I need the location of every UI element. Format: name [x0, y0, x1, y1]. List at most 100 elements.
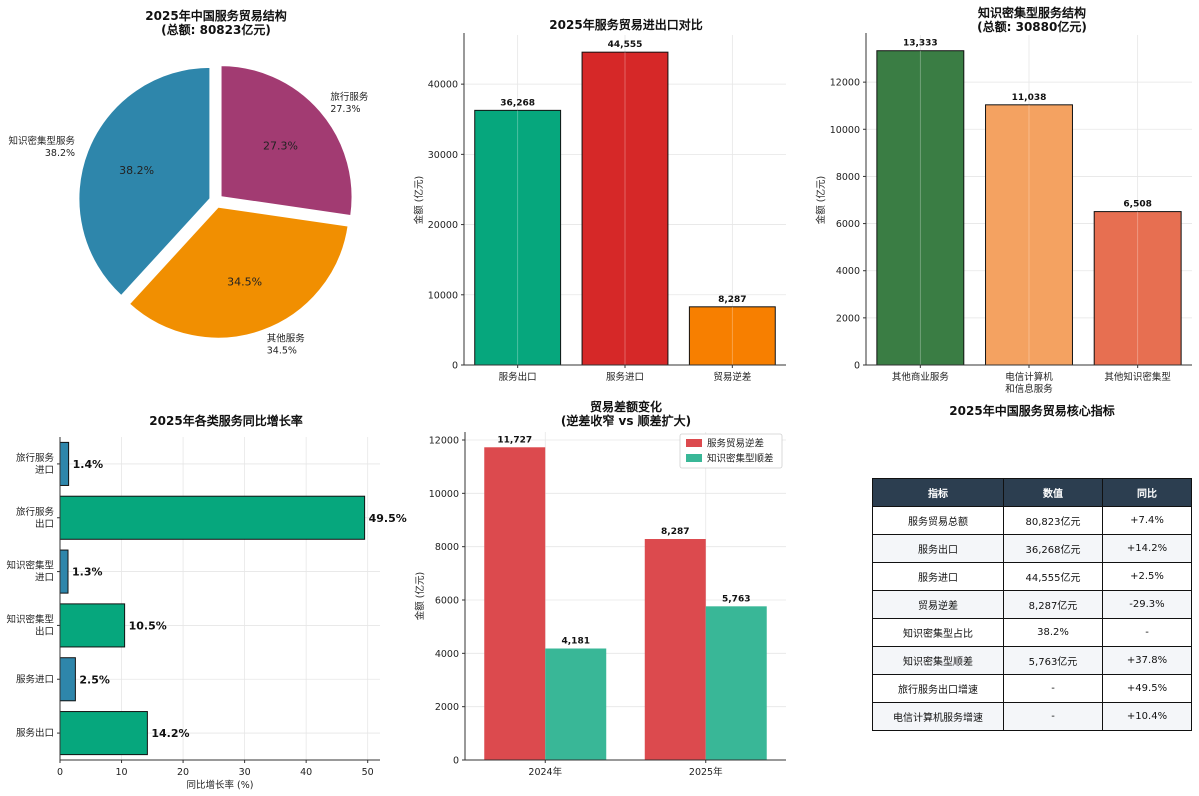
- c3-ytick-label-1: 服务出口: [16, 727, 54, 739]
- c4-ytick-label: 10000: [429, 489, 459, 500]
- c4-bar-label-s2-2: 5,763: [722, 594, 750, 604]
- c4-legend-label-1: 服务贸易逆差: [707, 438, 764, 450]
- kpi-cell: 38.2%: [1003, 618, 1103, 647]
- kpi-cell: -29.3%: [1102, 590, 1192, 619]
- c1-title: 2025年服务贸易进出口对比: [549, 17, 702, 32]
- c2-subtitle: (总额: 30880亿元): [977, 19, 1087, 34]
- c3-xtick-label: 20: [177, 767, 189, 778]
- c4-ytick-label: 8000: [435, 542, 459, 553]
- kpi-cell: 知识密集型顺差: [872, 646, 1004, 675]
- kpi-row: 服务贸易总额 80,823亿元 +7.4%: [872, 506, 1192, 535]
- c2-bar-label-1: 13,333: [903, 39, 938, 49]
- kpi-cell: +2.5%: [1102, 562, 1192, 591]
- c3-xtick-label: 30: [239, 767, 251, 778]
- c4-bar-s1-2: [644, 539, 706, 760]
- c4-bar-s2-2: [705, 606, 767, 760]
- c3-bar-label-5: 49.5%: [369, 512, 407, 525]
- c2-ytick-label: 0: [854, 361, 860, 372]
- c4-bar-label-s1-2: 8,287: [661, 527, 689, 537]
- c3-title: 2025年各类服务同比增长率: [149, 413, 302, 428]
- c4-ylabel: 金额 (亿元): [414, 572, 426, 620]
- c2-bar-2: [985, 104, 1073, 366]
- c3-ytick-label-2: 服务进口: [16, 673, 54, 685]
- c4-ytick-label: 2000: [435, 702, 459, 713]
- kpi-cell: 80,823亿元: [1003, 506, 1103, 535]
- pie-slice-3: [219, 64, 354, 218]
- kpi-col-header-3: 同比: [1102, 478, 1192, 507]
- c1-bar-label-1: 36,268: [500, 98, 535, 108]
- kpi-cell: -: [1102, 618, 1192, 647]
- c3-ytick-label-4: 知识密集型进口: [6, 560, 54, 584]
- c4-bar-label-s2-1: 4,181: [562, 637, 590, 647]
- c1-xtick-label-1: 服务出口: [499, 371, 537, 383]
- kpi-cell: 旅行服务出口增速: [872, 674, 1004, 703]
- kpi-cell: +14.2%: [1102, 534, 1192, 563]
- c4-subtitle: (逆差收窄 vs 顺差扩大): [561, 413, 691, 428]
- kpi-cell: +49.5%: [1102, 674, 1192, 703]
- kpi-col-header-1: 指标: [872, 478, 1004, 507]
- c2-ytick-label: 4000: [836, 266, 860, 277]
- pie-label-3: 旅行服务 27.3%: [330, 91, 369, 115]
- pie-slice-pct-1: 38.2%: [119, 164, 154, 177]
- kpi-cell: 电信计算机服务增速: [872, 702, 1004, 731]
- kpi-cell: +7.4%: [1102, 506, 1192, 535]
- c3-ytick-label-5: 旅行服务出口: [16, 506, 55, 530]
- c1-bar-2: [581, 51, 669, 366]
- c3-bar-label-2: 2.5%: [79, 673, 110, 686]
- c3-bar-4: [59, 549, 69, 594]
- c1-ytick-label: 10000: [428, 290, 458, 301]
- c4-xtick-label-2: 2025年: [689, 766, 723, 778]
- c4-ytick-label: 4000: [435, 649, 459, 660]
- pie-label-2: 其他服务 34.5%: [267, 332, 306, 356]
- c2-xtick-label-2: 电信计算机和信息服务: [1005, 371, 1053, 395]
- c4-title: 贸易差额变化: [590, 399, 662, 414]
- c1-xtick-label-2: 服务进口: [606, 371, 644, 383]
- c2-ytick-label: 6000: [836, 219, 860, 230]
- c3-bar-label-3: 10.5%: [129, 619, 167, 632]
- kpi-table-title: 2025年中国服务贸易核心指标: [949, 404, 1115, 418]
- c1-bar-label-3: 8,287: [718, 295, 746, 305]
- kpi-cell: -: [1003, 702, 1103, 731]
- c3-ytick-label-6: 旅行服务进口: [16, 452, 55, 476]
- pie-slice-pct-3: 27.3%: [263, 139, 298, 152]
- c3-xlabel: 同比增长率 (%): [187, 779, 254, 791]
- c4-ytick-label: 0: [453, 756, 459, 767]
- c2-bar-label-2: 11,038: [1012, 93, 1047, 103]
- kpi-table-header: 指标 数值 同比: [872, 478, 1192, 507]
- c3-bar-label-6: 1.4%: [73, 458, 104, 471]
- kpi-cell: +37.8%: [1102, 646, 1192, 675]
- c3-bar-label-4: 1.3%: [72, 566, 103, 579]
- c2-ytick-label: 10000: [830, 125, 860, 136]
- c4-legend-swatch-1: [686, 439, 702, 447]
- kpi-cell: 服务贸易总额: [872, 506, 1004, 535]
- c2-ylabel: 金额 (亿元): [815, 176, 827, 224]
- c1-bar-3: [688, 306, 776, 366]
- kpi-cell: 知识密集型占比: [872, 618, 1004, 647]
- c2-xtick-label-3: 其他知识密集型: [1104, 371, 1171, 383]
- c2-ytick-label: 8000: [836, 172, 860, 183]
- c2-bar-label-3: 6,508: [1123, 200, 1151, 210]
- c4-bar-s1-1: [484, 447, 546, 760]
- c3-bar-6: [59, 441, 70, 486]
- c2-ytick-label: 12000: [830, 78, 860, 89]
- kpi-row: 服务出口 36,268亿元 +14.2%: [872, 534, 1192, 563]
- c4-ytick-label: 6000: [435, 596, 459, 607]
- c1-bar-1: [474, 109, 562, 366]
- kpi-row: 旅行服务出口增速 - +49.5%: [872, 674, 1192, 703]
- pie-label-1: 知识密集型服务 38.2%: [9, 135, 76, 159]
- c3-bar-label-1: 14.2%: [151, 727, 189, 740]
- kpi-cell: +10.4%: [1102, 702, 1192, 731]
- c2-bar-1: [876, 50, 965, 366]
- c1-ytick-label: 20000: [428, 220, 458, 231]
- c3-ytick-label-3: 知识密集型出口: [6, 613, 54, 637]
- kpi-cell: 8,287亿元: [1003, 590, 1103, 619]
- c1-ylabel: 金额 (亿元): [413, 176, 425, 224]
- c2-ytick-label: 2000: [836, 313, 860, 324]
- c1-ytick-label: 40000: [428, 80, 458, 91]
- kpi-col-header-2: 数值: [1003, 478, 1103, 507]
- c3-bar-3: [59, 603, 126, 648]
- pie-subtitle: (总额: 80823亿元): [161, 22, 271, 37]
- c3-xtick-label: 40: [300, 767, 312, 778]
- kpi-row: 服务进口 44,555亿元 +2.5%: [872, 562, 1192, 591]
